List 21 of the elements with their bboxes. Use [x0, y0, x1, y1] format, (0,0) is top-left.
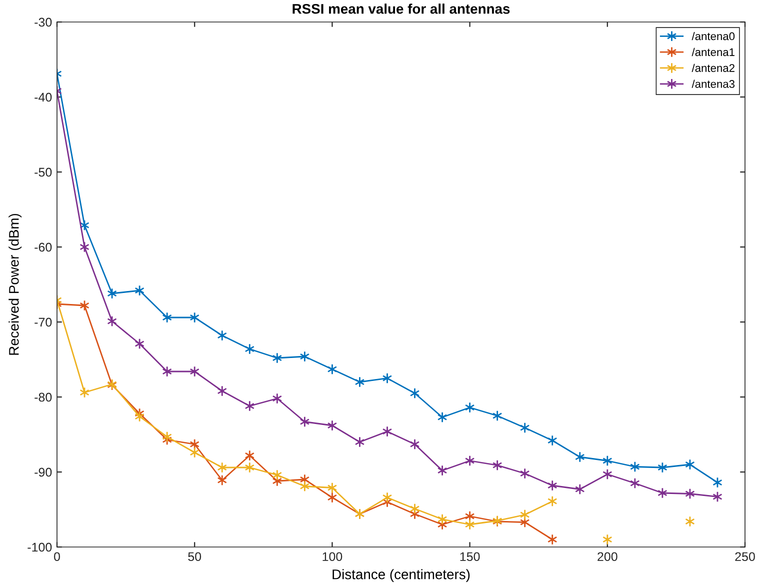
x-tick-label: 200 — [598, 552, 618, 562]
y-tick-label: -90 — [34, 468, 52, 477]
x-tick-label: 50 — [188, 552, 202, 562]
y-axis-title: Received Power (dBm) — [8, 214, 22, 355]
x-tick-label: 150 — [460, 552, 480, 562]
legend-label: /antena3 — [692, 80, 735, 88]
y-tick-label: -80 — [34, 392, 52, 402]
y-tick-label: -50 — [34, 168, 52, 177]
chart-title: RSSI mean value for all antennas — [292, 4, 510, 14]
x-tick-label: 250 — [735, 552, 755, 562]
y-tick-label: -100 — [28, 542, 52, 552]
y-tick-label: -30 — [34, 18, 52, 27]
y-tick-label: -60 — [34, 242, 52, 252]
x-tick-label: 0 — [54, 552, 60, 562]
x-tick-label: 100 — [322, 552, 342, 562]
legend-label: /antena0 — [692, 32, 735, 40]
y-tick-label: -70 — [34, 318, 52, 327]
legend-label: /antena1 — [692, 48, 734, 56]
legend-label: /antena2 — [692, 64, 734, 72]
y-tick-label: -40 — [34, 92, 52, 102]
x-axis-title: Distance (centimeters) — [332, 569, 470, 582]
